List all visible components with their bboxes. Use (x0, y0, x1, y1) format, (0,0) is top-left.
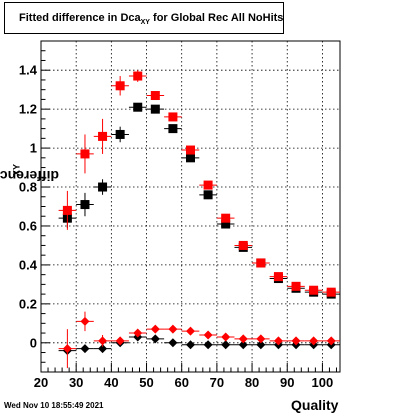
data-point (326, 336, 336, 346)
x-tick-label: 30 (69, 375, 83, 390)
data-point (115, 336, 125, 346)
data-point (326, 287, 336, 297)
data-point (186, 340, 195, 350)
data-point (98, 344, 108, 354)
data-point (273, 272, 283, 282)
data-point (62, 344, 72, 354)
data-point (221, 219, 231, 229)
data-point (203, 180, 213, 190)
y-tick-label: 1.2 (19, 102, 37, 117)
data-point (133, 71, 143, 81)
data-point (186, 145, 195, 155)
data-point (133, 102, 143, 112)
y-tick-label: 0.4 (19, 257, 38, 272)
data-point (309, 336, 319, 346)
x-tick-label: 90 (280, 375, 294, 390)
data-point (186, 326, 195, 336)
data-point (98, 336, 108, 346)
x-tick-label: 80 (245, 375, 259, 390)
data-point (273, 336, 283, 346)
axes: 20 30 40 50 60 70 80 90 100 0 0.2 0.4 0.6 0.8 1 1.2 1.4 (19, 40, 341, 390)
chart-title: Fitted difference in DcaXY for Global Re… (4, 2, 284, 34)
data-point (291, 281, 301, 291)
y-tick-label: 0.2 (19, 296, 37, 311)
datestamp: Wed Nov 10 18:55:49 2021 (4, 401, 104, 410)
data-point (150, 91, 160, 101)
x-tick-label: 50 (139, 375, 153, 390)
data-point (80, 149, 90, 159)
data-point (115, 81, 125, 91)
x-tick-label: 70 (210, 375, 224, 390)
data-point (80, 316, 90, 326)
y-tick-label: 0 (30, 335, 37, 350)
x-tick-label: 40 (104, 375, 118, 390)
data-point (186, 153, 195, 163)
x-tick-label: 60 (174, 375, 188, 390)
series-2 (58, 70, 340, 297)
data-point (291, 336, 301, 346)
y-tick-label: 1.4 (19, 63, 38, 78)
chart-title-sub: XY (140, 19, 150, 27)
data-point (221, 332, 231, 342)
data-point (168, 338, 178, 348)
data-point (203, 190, 213, 200)
data-point (168, 112, 178, 122)
x-tick-label: 100 (312, 375, 334, 390)
y-tick-label: 0.6 (19, 218, 37, 233)
data-point (150, 334, 160, 344)
chart-title-main: Fitted difference in Dca (19, 12, 141, 24)
data-point (80, 200, 90, 210)
data-point (221, 340, 231, 350)
series-3 (58, 332, 340, 356)
series-4 (58, 311, 340, 369)
y-axis-label-main: difference in Dca (0, 168, 60, 185)
data-point (168, 124, 178, 134)
data-point (150, 104, 160, 114)
data-point (238, 240, 248, 250)
x-axis-label: Quality (291, 397, 339, 413)
data-point (238, 334, 248, 344)
data-point (309, 285, 319, 295)
data-point (203, 340, 213, 350)
data-point (168, 324, 178, 334)
data-point (238, 340, 248, 350)
data-point (115, 129, 125, 139)
data-point (150, 324, 160, 334)
y-tick-label: 0.8 (19, 180, 37, 195)
data-point (133, 328, 143, 338)
x-tick-label: 20 (34, 375, 48, 390)
data-point (221, 213, 231, 223)
y-tick-label: 1 (30, 141, 37, 156)
data-marks (58, 70, 340, 369)
data-point (256, 334, 266, 344)
data-point (62, 205, 72, 215)
data-point (98, 131, 108, 141)
data-point (256, 258, 266, 268)
data-point (203, 330, 213, 340)
chart-title-rest: for Global Rec All NoHits (149, 12, 284, 24)
data-point (98, 182, 108, 192)
data-point (256, 340, 266, 350)
data-point (80, 344, 90, 354)
